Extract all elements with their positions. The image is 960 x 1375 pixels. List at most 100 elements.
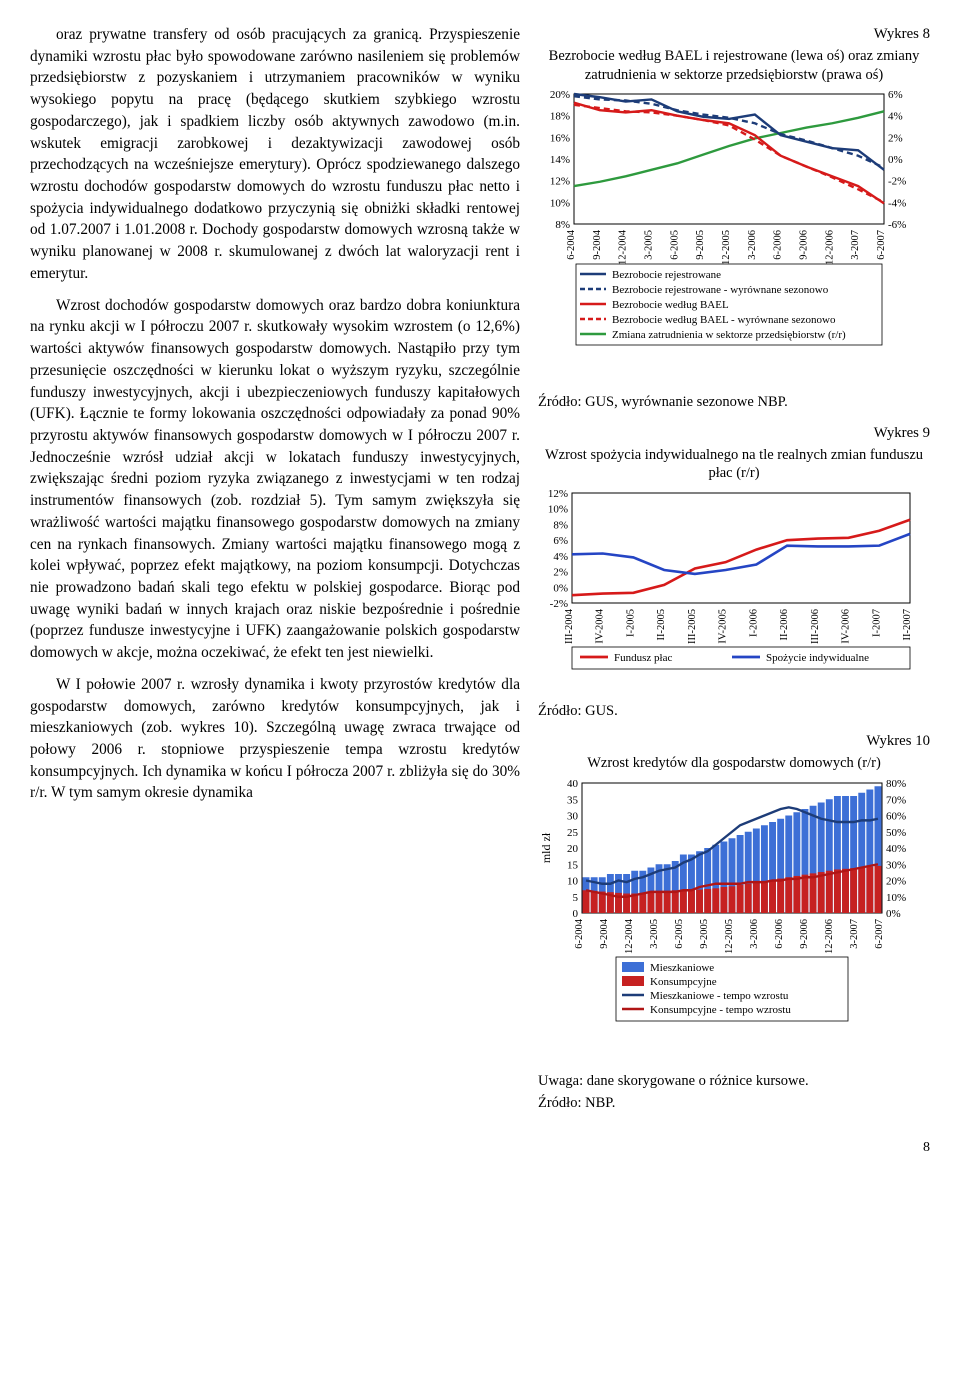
- svg-text:6-2004: 6-2004: [574, 918, 585, 948]
- chart-9-title: Wzrost spożycia indywidualnego na tle re…: [538, 446, 930, 483]
- svg-text:mld zł: mld zł: [539, 832, 553, 863]
- svg-text:Konsumpcyjne: Konsumpcyjne: [650, 976, 717, 988]
- svg-text:6-2005: 6-2005: [669, 230, 680, 260]
- chart-8: Wykres 8 Bezrobocie według BAEL i rejest…: [538, 24, 930, 413]
- svg-text:9-2004: 9-2004: [599, 918, 610, 948]
- svg-text:12%: 12%: [550, 176, 570, 188]
- chart-9: Wykres 9 Wzrost spożycia indywidualnego …: [538, 423, 930, 722]
- svg-text:40: 40: [567, 779, 579, 790]
- chart-8-title: Bezrobocie według BAEL i rejestrowane (l…: [538, 47, 930, 84]
- svg-text:Bezrobocie według BAEL: Bezrobocie według BAEL: [612, 299, 729, 311]
- svg-text:Konsumpcyjne - tempo wzrostu: Konsumpcyjne - tempo wzrostu: [650, 1004, 791, 1016]
- svg-text:35: 35: [567, 794, 579, 806]
- paragraph-1: oraz prywatne transfery od osób pracując…: [30, 24, 520, 285]
- svg-text:12%: 12%: [548, 489, 568, 500]
- svg-text:25: 25: [567, 827, 579, 839]
- svg-text:3-2005: 3-2005: [649, 919, 660, 949]
- svg-text:-6%: -6%: [888, 219, 906, 231]
- svg-text:10%: 10%: [550, 197, 570, 209]
- svg-text:IV-2004: IV-2004: [595, 608, 606, 643]
- svg-text:Zmiana zatrudnienia w sektorze: Zmiana zatrudnienia w sektorze przedsięb…: [612, 329, 846, 341]
- svg-text:6-2006: 6-2006: [773, 230, 784, 260]
- chart-10-note: Uwaga: dane skorygowane o różnice kursow…: [538, 1071, 930, 1092]
- svg-text:70%: 70%: [886, 794, 906, 806]
- chart-9-source: Źródło: GUS.: [538, 701, 930, 722]
- svg-text:I-2006: I-2006: [748, 609, 759, 637]
- svg-text:0%: 0%: [888, 154, 903, 166]
- svg-text:2%: 2%: [888, 132, 903, 144]
- svg-text:4%: 4%: [553, 551, 568, 563]
- svg-text:0%: 0%: [886, 908, 901, 920]
- svg-text:Mieszkaniowe: Mieszkaniowe: [650, 962, 714, 974]
- chart-8-figlabel: Wykres 8: [538, 24, 930, 45]
- paragraph-2: Wzrost dochodów gospodarstw domowych ora…: [30, 295, 520, 664]
- svg-text:10%: 10%: [548, 503, 568, 515]
- svg-text:6%: 6%: [888, 90, 903, 101]
- svg-text:6-2007: 6-2007: [874, 919, 885, 949]
- svg-text:10%: 10%: [886, 892, 906, 904]
- svg-text:20: 20: [567, 843, 579, 855]
- chart-9-figlabel: Wykres 9: [538, 423, 930, 444]
- chart-10-svg: 403530252015105080%70%60%50%40%30%20%10%…: [538, 779, 918, 1069]
- svg-text:14%: 14%: [550, 154, 570, 166]
- svg-text:20%: 20%: [886, 875, 906, 887]
- chart-9-svg: 12%10%8%6%4%2%0%-2%III-2004IV-2004I-2005…: [538, 489, 918, 699]
- chart-8-svg: 20%18%16%14%12%10%8%6%4%2%0%-2%-4%-6%6-2…: [538, 90, 918, 390]
- svg-text:12-2006: 12-2006: [824, 230, 835, 265]
- svg-text:Fundusz płac: Fundusz płac: [614, 652, 672, 664]
- svg-text:II-2006: II-2006: [779, 609, 790, 641]
- svg-text:3-2007: 3-2007: [849, 919, 860, 949]
- svg-text:IV-2006: IV-2006: [841, 609, 852, 644]
- chart-10-source: Źródło: NBP.: [538, 1093, 930, 1114]
- svg-text:Mieszkaniowe - tempo wzrostu: Mieszkaniowe - tempo wzrostu: [650, 990, 789, 1002]
- svg-text:40%: 40%: [886, 843, 906, 855]
- svg-text:Bezrobocie rejestrowane - wyró: Bezrobocie rejestrowane - wyrównane sezo…: [612, 284, 829, 296]
- svg-text:II-2007: II-2007: [902, 609, 913, 641]
- svg-text:12-2004: 12-2004: [624, 918, 635, 954]
- svg-text:3-2007: 3-2007: [850, 230, 861, 260]
- svg-text:III-2006: III-2006: [810, 609, 821, 644]
- svg-text:6%: 6%: [553, 535, 568, 547]
- svg-text:30%: 30%: [886, 859, 906, 871]
- svg-text:9-2005: 9-2005: [699, 919, 710, 949]
- svg-text:4%: 4%: [888, 111, 903, 123]
- svg-text:2%: 2%: [553, 566, 568, 578]
- svg-text:60%: 60%: [886, 810, 906, 822]
- svg-text:12-2004: 12-2004: [618, 229, 629, 265]
- svg-text:12-2005: 12-2005: [721, 230, 732, 265]
- svg-text:80%: 80%: [886, 779, 906, 790]
- svg-text:II-2005: II-2005: [656, 609, 667, 641]
- svg-text:-2%: -2%: [550, 598, 568, 610]
- svg-text:15: 15: [567, 859, 579, 871]
- charts-column: Wykres 8 Bezrobocie według BAEL i rejest…: [538, 24, 930, 1124]
- svg-text:6-2006: 6-2006: [774, 919, 785, 949]
- svg-text:III-2004: III-2004: [564, 608, 575, 644]
- svg-text:9-2005: 9-2005: [695, 230, 706, 260]
- svg-text:IV-2005: IV-2005: [718, 609, 729, 644]
- svg-text:6-2004: 6-2004: [566, 229, 577, 259]
- svg-text:18%: 18%: [550, 111, 570, 123]
- svg-text:12-2005: 12-2005: [724, 919, 735, 954]
- svg-text:3-2006: 3-2006: [747, 230, 758, 260]
- svg-text:3-2006: 3-2006: [749, 919, 760, 949]
- chart-10-title: Wzrost kredytów dla gospodarstw domowych…: [538, 754, 930, 773]
- svg-text:I-2007: I-2007: [871, 609, 882, 637]
- chart-8-source: Źródło: GUS, wyrównanie sezonowe NBP.: [538, 392, 930, 413]
- svg-text:9-2004: 9-2004: [592, 229, 603, 259]
- svg-text:20%: 20%: [550, 90, 570, 101]
- chart-10: Wykres 10 Wzrost kredytów dla gospodarst…: [538, 731, 930, 1114]
- svg-text:Bezrobocie według BAEL - wyrów: Bezrobocie według BAEL - wyrównane sezon…: [612, 314, 836, 326]
- svg-text:6-2005: 6-2005: [674, 919, 685, 949]
- svg-text:Spożycie indywidualne: Spożycie indywidualne: [766, 652, 869, 664]
- svg-text:I-2005: I-2005: [625, 609, 636, 637]
- body-text-column: oraz prywatne transfery od osób pracując…: [30, 24, 520, 1124]
- svg-text:-2%: -2%: [888, 176, 906, 188]
- svg-text:30: 30: [567, 810, 579, 822]
- page-number: 8: [30, 1138, 930, 1158]
- svg-text:-4%: -4%: [888, 197, 906, 209]
- svg-text:0: 0: [573, 908, 579, 920]
- svg-text:5: 5: [573, 892, 579, 904]
- chart-10-figlabel: Wykres 10: [538, 731, 930, 752]
- paragraph-3: W I połowie 2007 r. wzrosły dynamika i k…: [30, 674, 520, 804]
- svg-text:Bezrobocie rejestrowane: Bezrobocie rejestrowane: [612, 269, 721, 281]
